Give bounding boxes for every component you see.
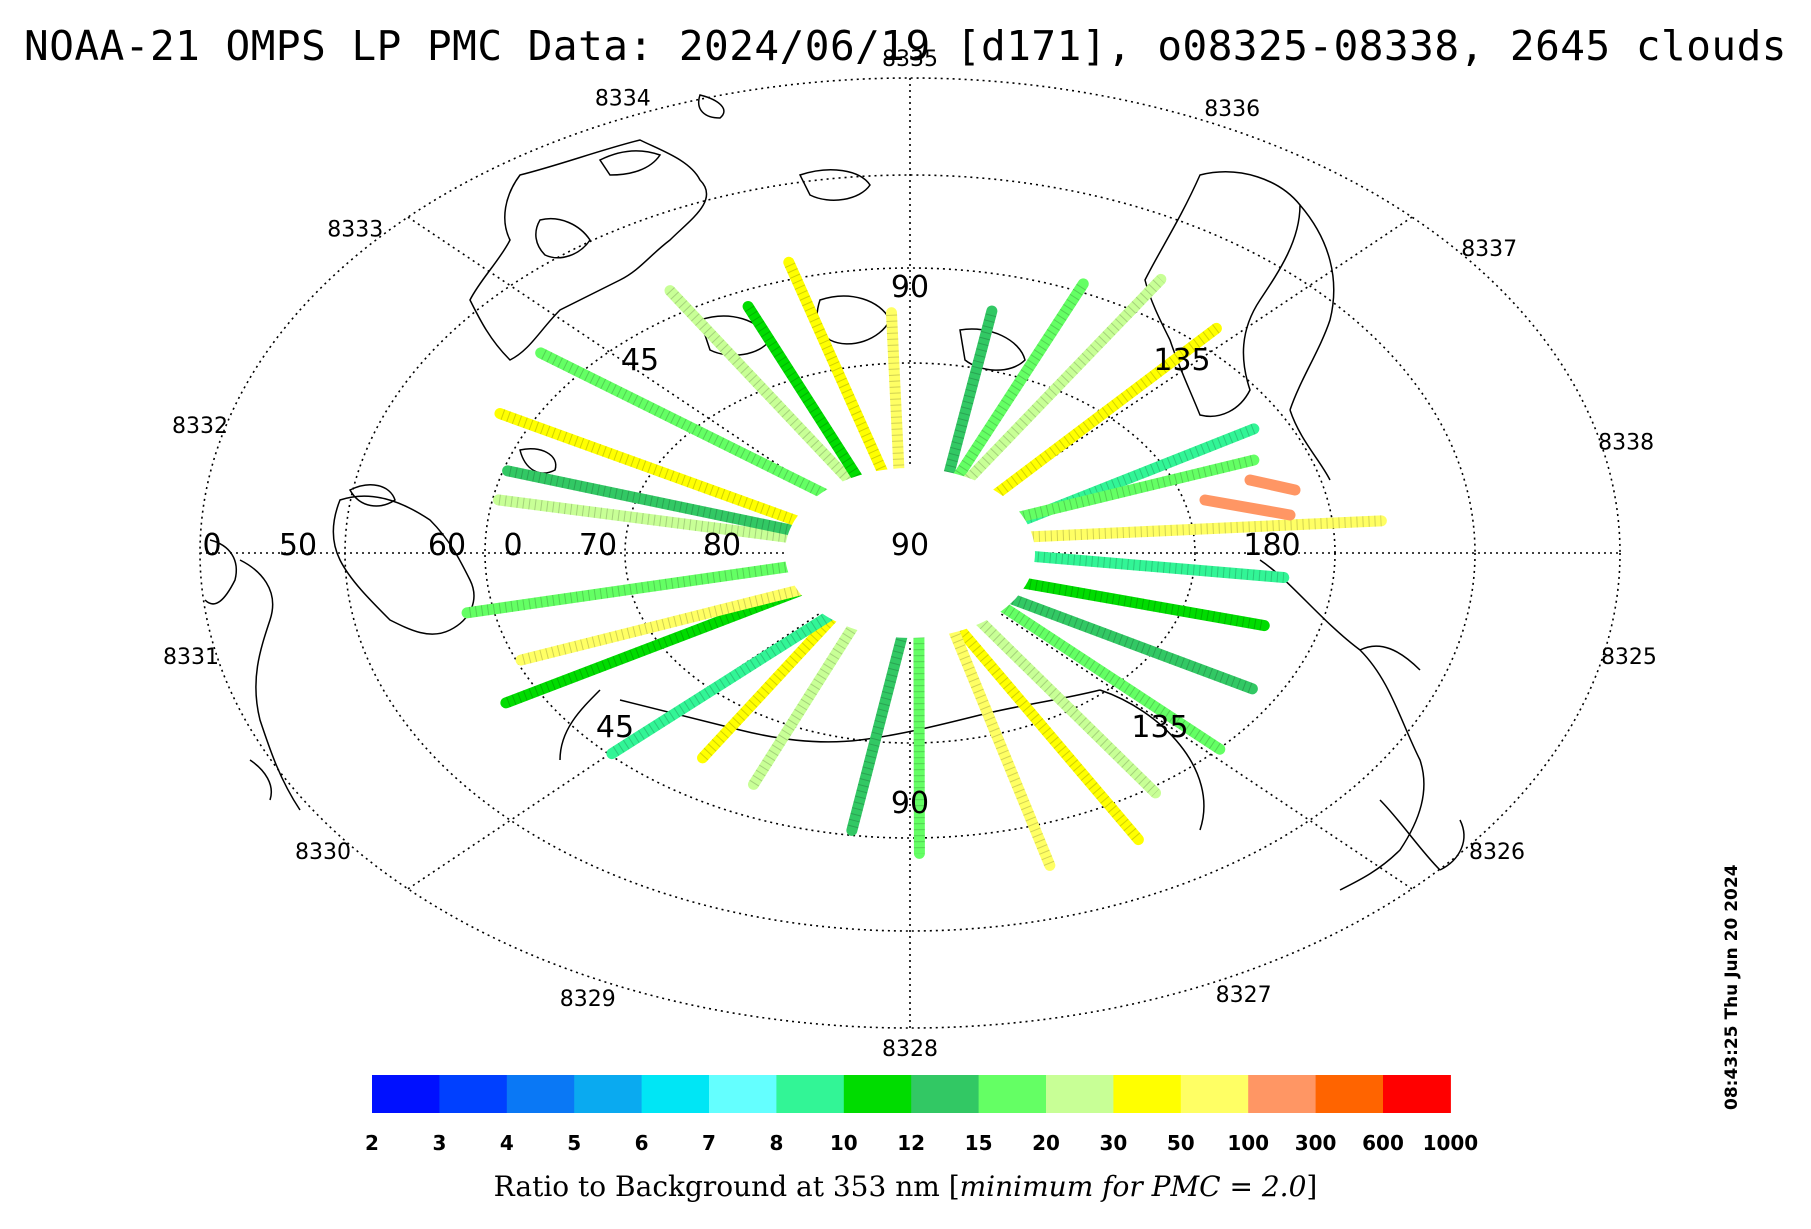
grid-label: 45 <box>596 710 634 745</box>
grid-label: 180 <box>1243 528 1300 563</box>
pole-gap <box>785 468 1035 638</box>
colorbar-tick: 5 <box>567 1131 581 1155</box>
colorbar-box <box>911 1075 980 1113</box>
orbit-label: 8335 <box>882 47 938 72</box>
grid-label: 0 <box>202 528 221 563</box>
colorbar-tick: 600 <box>1362 1131 1404 1155</box>
orbit-label: 8333 <box>327 217 383 242</box>
colorbar-tick: 100 <box>1227 1131 1269 1155</box>
colorbar-tick: 4 <box>500 1131 514 1155</box>
colorbar-tick: 2 <box>365 1131 379 1155</box>
colorbar-box <box>1046 1075 1114 1113</box>
orbit-label: 8336 <box>1204 97 1260 122</box>
colorbar-box <box>372 1075 440 1113</box>
orbit-label: 8325 <box>1601 645 1657 670</box>
colorbar-box <box>1248 1075 1317 1113</box>
pmc-track-dots <box>851 547 1266 631</box>
pmc-track-dots <box>857 323 1220 601</box>
colorbar-box <box>641 1075 710 1113</box>
colorbar-tick: 300 <box>1295 1131 1337 1155</box>
pmc-track-dots <box>913 505 925 854</box>
orbit-label: 8326 <box>1469 840 1525 865</box>
grid-label: 80 <box>703 528 741 563</box>
colorbar-box <box>709 1075 777 1113</box>
grid-label: 60 <box>428 528 466 563</box>
colorbar-label-prefix: Ratio to Background at 353 nm [ <box>493 1170 960 1203</box>
orbit-label: 8338 <box>1598 431 1654 456</box>
map-title: NOAA-21 OMPS LP PMC Data: 2024/06/19 [d1… <box>24 22 1787 70</box>
grid-label: 135 <box>1153 343 1210 378</box>
colorbar-box <box>776 1075 845 1113</box>
colorbar-box <box>506 1075 575 1113</box>
colorbar-box <box>1383 1075 1451 1113</box>
pmc-track <box>1199 494 1296 521</box>
grid-label: 90 <box>891 786 929 821</box>
colorbar-box <box>1113 1075 1182 1113</box>
orbit-label: 8331 <box>163 645 219 670</box>
pmc-track-dots <box>885 312 910 580</box>
colorbar-tick: 15 <box>965 1131 993 1155</box>
colorbar-tick: 20 <box>1032 1131 1060 1155</box>
orbit-label: 8327 <box>1216 983 1272 1008</box>
grid-label: 90 <box>891 270 929 305</box>
colorbar-box <box>1180 1075 1249 1113</box>
colorbar-tick: 3 <box>432 1131 446 1155</box>
orbit-label: 8332 <box>172 414 228 439</box>
grid-label: 0 <box>503 528 522 563</box>
colorbar-box <box>843 1075 912 1113</box>
grid-label: 45 <box>621 343 659 378</box>
grid-label: 90 <box>891 528 929 563</box>
orbit-label: 8329 <box>560 987 616 1012</box>
pmc-track-dots <box>666 286 956 592</box>
orbit-label: 8328 <box>882 1037 938 1062</box>
colorbar-tick: 1000 <box>1423 1131 1479 1155</box>
colorbar-tick: 7 <box>702 1131 716 1155</box>
orbit-label: 8337 <box>1461 237 1517 262</box>
colorbar-tick: 12 <box>897 1131 925 1155</box>
grid-labels: 0 50 60 0 70 80 90 180 45 135 45 135 90 90 <box>202 270 1300 821</box>
colorbar-box <box>439 1075 508 1113</box>
colorbar-box <box>978 1075 1047 1113</box>
colorbar-tick: 50 <box>1167 1131 1195 1155</box>
colorbar-tick: 8 <box>769 1131 783 1155</box>
colorbar-label-italic: minimum for PMC = 2.0 <box>959 1170 1307 1203</box>
colorbar-tick: 6 <box>635 1131 649 1155</box>
pmc-track-dots <box>497 494 977 568</box>
colorbar-label: Ratio to Background at 353 nm [minimum f… <box>0 1170 1811 1203</box>
colorbar-box <box>1315 1075 1384 1113</box>
grid-label: 70 <box>579 528 617 563</box>
colorbar-tick: 30 <box>1099 1131 1127 1155</box>
pmc-track <box>1244 474 1301 496</box>
colorbar-label-suffix: ] <box>1306 1170 1318 1203</box>
orbit-labels: 8325 8326 8327 8328 8329 8330 8331 8332 8333 8334… <box>163 47 1657 1062</box>
colorbar-box <box>574 1075 643 1113</box>
pmc-tracks <box>461 256 1387 871</box>
colorbar-tick: 10 <box>830 1131 858 1155</box>
grid-label: 135 <box>1131 710 1188 745</box>
orbit-label: 8330 <box>295 840 351 865</box>
lat-circle-3 <box>624 362 1196 744</box>
grid-label: 50 <box>279 528 317 563</box>
orbit-label: 8334 <box>595 86 651 111</box>
